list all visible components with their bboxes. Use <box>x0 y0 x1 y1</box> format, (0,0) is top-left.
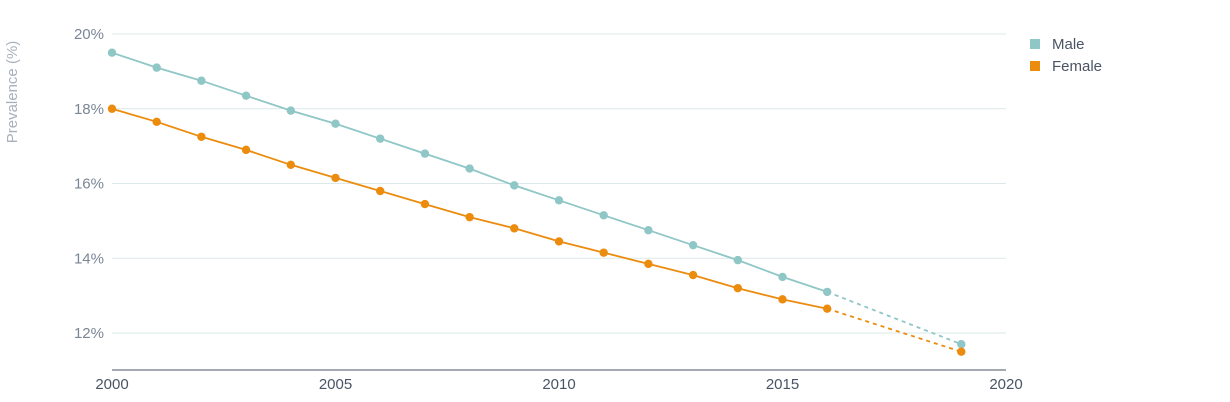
data-point <box>688 270 698 280</box>
data-point <box>554 237 564 246</box>
data-point <box>644 226 653 235</box>
data-point <box>510 224 519 233</box>
legend-label: Male <box>1052 36 1085 53</box>
data-point <box>688 240 698 250</box>
x-tick-label: 2020 <box>989 376 1022 393</box>
data-point <box>823 287 832 297</box>
data-point <box>733 283 742 293</box>
data-point <box>554 196 564 205</box>
data-point <box>644 259 653 269</box>
data-point <box>376 134 385 143</box>
y-tick-label: 20% <box>74 26 104 43</box>
data-point <box>286 106 295 115</box>
legend-swatch <box>1030 61 1040 71</box>
projection-line <box>826 307 962 353</box>
data-point <box>420 149 430 158</box>
x-tick-label: 2010 <box>542 376 575 393</box>
data-point <box>599 248 608 257</box>
data-point <box>152 117 161 127</box>
legend: Male Female <box>1030 36 1102 75</box>
y-tick-label: 18% <box>74 101 104 118</box>
y-axis-ticks: 12% 14% 16% 18% 20% <box>74 26 104 342</box>
data-point <box>331 119 340 128</box>
legend-item-female: Female <box>1030 58 1102 75</box>
x-tick-label: 2005 <box>319 376 352 393</box>
series-male <box>107 48 966 349</box>
data-point <box>465 164 474 173</box>
series-female <box>107 104 966 356</box>
data-point <box>241 91 251 100</box>
data-point <box>465 212 474 222</box>
projection-point <box>957 340 966 349</box>
data-point <box>376 186 385 196</box>
data-point <box>510 181 519 190</box>
data-point <box>197 76 206 85</box>
data-point <box>733 255 742 265</box>
data-point <box>107 48 117 57</box>
data-point <box>197 132 206 141</box>
projection-point <box>957 347 966 356</box>
legend-label: Female <box>1052 58 1102 75</box>
data-point <box>152 63 161 72</box>
gridlines <box>112 33 1006 334</box>
data-point <box>286 160 295 170</box>
data-point <box>778 295 787 304</box>
y-tick-label: 14% <box>74 250 104 267</box>
data-point <box>778 272 787 282</box>
y-tick-label: 12% <box>74 325 104 342</box>
series-line <box>111 107 828 310</box>
data-point <box>823 304 832 313</box>
data-point <box>107 104 117 113</box>
data-point <box>420 199 430 209</box>
x-tick-label: 2000 <box>95 376 128 393</box>
legend-item-male: Male <box>1030 36 1085 53</box>
x-axis: 2000 2005 2010 2015 2020 <box>95 369 1023 393</box>
series-layer <box>107 48 966 356</box>
data-point <box>241 145 251 155</box>
data-point <box>331 173 340 183</box>
legend-swatch <box>1030 39 1040 49</box>
data-point <box>599 211 608 220</box>
y-axis-title: Prevalence (%) <box>4 41 21 144</box>
projection-line <box>826 291 962 346</box>
x-tick-label: 2015 <box>766 376 799 393</box>
y-tick-label: 16% <box>74 176 104 193</box>
